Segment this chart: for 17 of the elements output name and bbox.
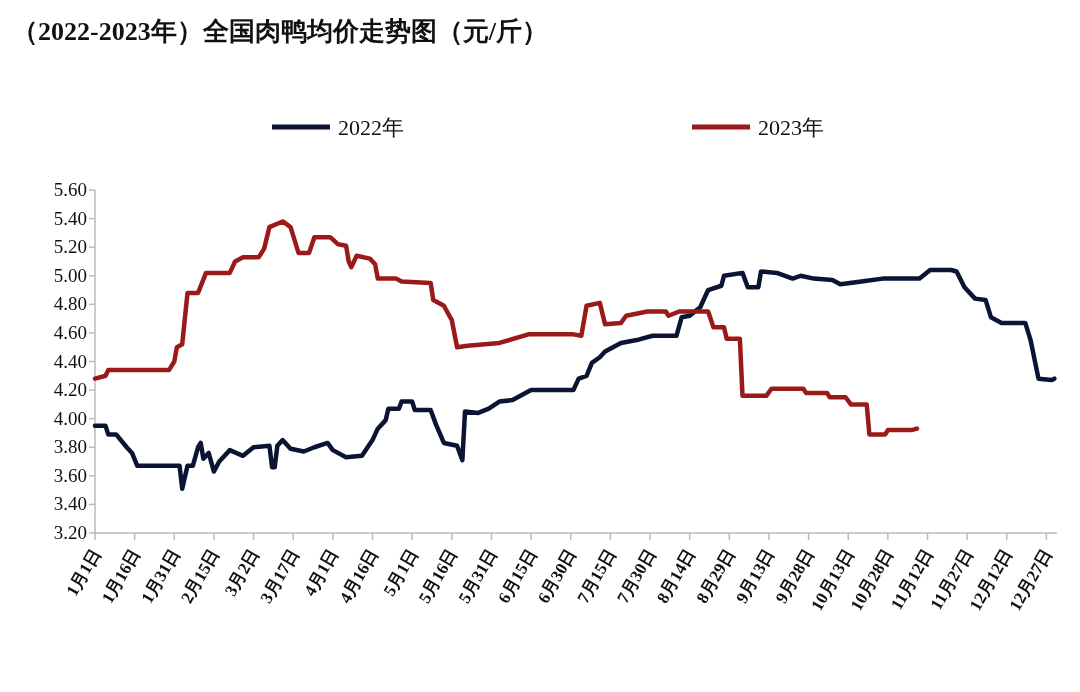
y-tick-label: 3.60 [53,464,87,486]
legend-label: 2023年 [758,115,824,140]
y-tick-label: 4.40 [53,350,87,372]
y-tick-label: 5.40 [53,207,87,229]
y-tick-label: 5.20 [53,236,87,258]
y-tick-label: 4.80 [53,293,87,315]
y-tick-label: 3.20 [53,522,87,543]
x-tick-label: 4月1日 [300,545,343,600]
y-tick-label: 5.00 [53,264,87,286]
chart-title: （2022-2023年）全国肉鸭均价走势图（元/斤） [12,17,548,46]
y-tick-label: 4.20 [53,379,87,401]
y-tick-label: 5.60 [53,179,87,200]
y-tick-label: 3.40 [53,493,87,515]
y-tick-label: 4.00 [53,407,87,429]
y-tick-label: 4.60 [53,321,87,343]
legend-label: 2022年 [338,115,404,140]
y-tick-label: 3.80 [53,436,87,458]
